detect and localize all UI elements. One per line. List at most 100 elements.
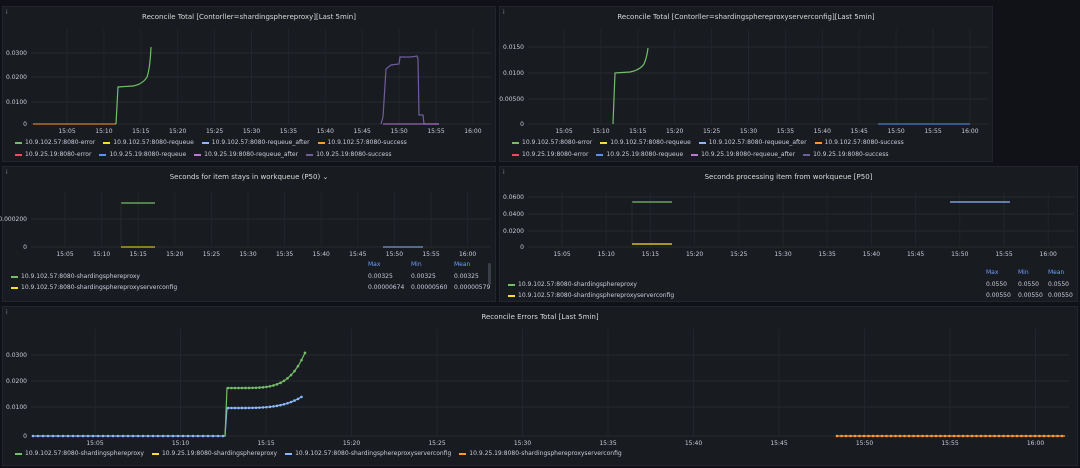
series-10.9.102.57-shardingsphereproxyserverconfig-point	[289, 400, 293, 404]
legend-item[interactable]: 10.9.102.57:8080-requeue	[600, 137, 691, 149]
legend-item[interactable]: 10.9.25.19:8080-error	[15, 149, 91, 161]
series-10.9.102.57-shardingsphereproxy-point	[275, 383, 279, 386]
panel-reconcile-total-serverconfig: i Reconcile Total [Contorller=shardingsp…	[499, 6, 993, 162]
legend-row[interactable]: 10.9.102.57:8080-shardingsphereproxyserv…	[508, 292, 674, 299]
legend-item[interactable]: 10.9.102.57:8080-shardingsphereproxy	[15, 448, 144, 460]
y-tick-label: 0	[23, 121, 27, 128]
series-10.9.102.57-shardingsphereproxyserverconfig-point	[171, 434, 175, 438]
series-10.9.102.57-shardingsphereproxy-point	[289, 373, 293, 377]
x-tick-label: 15:55	[924, 128, 941, 135]
legend-header-max[interactable]: Max	[986, 269, 999, 276]
legend-header-min[interactable]: Min	[1018, 269, 1029, 276]
x-tick-label: 16:00	[1027, 440, 1044, 447]
x-tick-label: 16:00	[1040, 251, 1057, 258]
legend-item[interactable]: 10.9.25.19:8080-requeue	[596, 149, 683, 161]
legend-header-max[interactable]: Max	[368, 261, 381, 268]
legend-item[interactable]: 10.9.102.57:8080-shardingsphereproxyserv…	[285, 448, 451, 460]
panel-title[interactable]: Reconcile Total [Contorller=shardingsphe…	[617, 13, 875, 21]
series-10.9.102.57-shardingsphereproxy-point	[254, 386, 258, 390]
legend-item[interactable]: 10.9.102.57:8080-error	[15, 137, 95, 149]
legend-row[interactable]: 10.9.102.57:8080-shardingsphereproxyserv…	[11, 284, 177, 291]
series-10.9.25.19-shardingsphereproxyserverconfig-point	[961, 434, 965, 438]
legend-item[interactable]: 10.9.102.57:8080-requeue	[103, 137, 194, 149]
legend-header-mean[interactable]: Mean	[1048, 269, 1065, 276]
series-10.9.102.57-error	[115, 46, 152, 125]
legend-item[interactable]: 10.9.25.19:8080-requeue_after	[194, 149, 298, 161]
legend-label: 10.9.25.19:8080-requeue_after	[204, 151, 299, 158]
panel-title[interactable]: Seconds processing item from workqueue […	[704, 173, 873, 181]
panel-title[interactable]: Reconcile Errors Total [Last 5min]	[481, 313, 599, 321]
x-tick-label: 15:15	[642, 251, 659, 258]
legend-item[interactable]: 10.9.25.19:8080-success	[803, 149, 888, 161]
series-10.9.102.57-shardingsphereproxyserverconfig-point	[186, 434, 190, 438]
legend-swatch	[99, 153, 107, 156]
series-10.9.102.57-shardingsphereproxy-point	[268, 385, 272, 388]
chevron-down-icon[interactable]: ⌄	[322, 173, 329, 181]
chart-reconcile-total-serverconfig: 0.0150 0.0100 0.00500 0 15:05 15:10 15:15 15:20…	[499, 29, 988, 135]
series-10.9.25.19-shardingsphereproxyserverconfig-point	[871, 434, 875, 438]
series-10.9.25.19-shardingsphereproxyserverconfig-point	[1047, 434, 1050, 438]
legend-label: 10.9.102.57:8080-requeue_after	[211, 139, 310, 146]
legend-header-min[interactable]: Min	[411, 261, 422, 268]
series-10.9.25.19-shardingsphereproxyserverconfig-point	[1056, 434, 1059, 438]
series-10.9.102.57-shardingsphereproxyserverconfig-point	[201, 434, 205, 438]
y-tick-label: 0.000200	[0, 216, 27, 223]
panel-title[interactable]: Seconds for item stays in workqueue (P50…	[3, 173, 495, 181]
panel-title[interactable]: Reconcile Total [Contorller=shardingsphe…	[142, 13, 356, 21]
x-tick-label: 15:10	[93, 251, 110, 258]
info-icon[interactable]: i	[503, 9, 505, 16]
info-icon[interactable]: i	[503, 169, 505, 176]
legend-row[interactable]: 10.9.102.57:8080-shardingsphereproxy	[508, 281, 637, 288]
series-10.9.25.19-shardingsphereproxyserverconfig-point	[975, 434, 978, 438]
legend-scrollbar[interactable]	[488, 263, 491, 285]
x-tick-label: 15:20	[169, 128, 186, 135]
legend-item[interactable]: 10.9.102.57:8080-requeue_after	[698, 137, 807, 149]
legend-label: 10.9.25.19:8080-requeue_after	[701, 151, 796, 158]
legend-item[interactable]: 10.9.25.19:8080-requeue_after	[691, 149, 795, 161]
series-10.9.25.19-shardingsphereproxyserverconfig-point	[876, 434, 879, 438]
legend-swatch	[15, 452, 22, 455]
legend-header-mean[interactable]: Mean	[454, 261, 471, 268]
series-10.9.102.57-shardingsphereproxyserverconfig-point	[136, 434, 140, 438]
legend-item[interactable]: 10.9.102.57:8080-success	[317, 137, 407, 149]
series-10.9.102.57-shardingsphereproxyserverconfig-point	[237, 406, 240, 410]
legend-item[interactable]: 10.9.102.57:8080-error	[512, 137, 592, 149]
legend-item[interactable]: 10.9.25.19:8080-shardingsphereproxyserve…	[459, 448, 622, 460]
info-icon[interactable]: i	[6, 309, 8, 316]
x-tick-label: 15:25	[206, 128, 223, 135]
legend-label: 10.9.25.19:8080-requeue	[606, 151, 684, 158]
x-tick-label: 15:15	[257, 440, 274, 447]
legend-swatch	[512, 153, 519, 156]
legend-item[interactable]: 10.9.25.19:8080-success	[306, 149, 391, 161]
x-tick-label: 15:35	[276, 251, 293, 258]
y-tick-label: 0.00500	[499, 96, 524, 103]
series-10.9.102.57-shardingsphereproxyserverconfig-point	[116, 434, 120, 438]
series-10.9.102.57-shardingsphereproxyserverconfig-point	[251, 406, 254, 410]
info-icon[interactable]: i	[6, 169, 8, 176]
legend-item[interactable]: 10.9.102.57:8080-requeue_after	[201, 137, 310, 149]
x-tick-label: 15:45	[851, 128, 868, 135]
chart-seconds-in-workqueue: 0.000200 0 15:05 15:10 15:15 15:20 15:25 15:30 1…	[0, 191, 491, 258]
legend-row[interactable]: 10.9.102.57:8080-shardingsphereproxy	[11, 273, 140, 280]
series-10.9.102.57-shardingsphereproxyserverconfig-point	[233, 406, 237, 410]
legend-value-max: 0.00550	[986, 292, 1011, 299]
legend-item[interactable]: 10.9.25.19:8080-requeue	[99, 149, 186, 161]
x-tick-label: 15:15	[130, 251, 147, 258]
legend: 10.9.102.57:8080-error 10.9.102.57:8080-r…	[15, 137, 485, 161]
series-10.9.102.57-error	[612, 47, 649, 125]
legend-item[interactable]: 10.9.102.57:8080-success	[814, 137, 904, 149]
info-icon[interactable]: i	[6, 9, 8, 16]
series-10.9.25.19-shardingsphereproxyserverconfig-point	[858, 434, 861, 438]
series-10.9.25.19-shardingsphereproxyserverconfig-point	[979, 434, 983, 438]
legend-value-min: 0.00325	[411, 273, 436, 280]
series-10.9.25.19-shardingsphereproxyserverconfig-point	[1060, 434, 1064, 438]
series-10.9.25.19-shardingsphereproxyserverconfig-point	[867, 434, 870, 438]
y-tick-label: 0.0150	[503, 44, 524, 51]
series-10.9.102.57-shardingsphereproxy	[224, 352, 306, 437]
series-10.9.102.57-shardingsphereproxyserverconfig-point	[126, 434, 130, 438]
y-tick-label: 0	[23, 244, 27, 251]
legend-swatch	[317, 141, 325, 144]
legend-item[interactable]: 10.9.25.19:8080-error	[512, 149, 588, 161]
legend-item[interactable]: 10.9.25.19:8080-shardingsphereproxy	[151, 448, 277, 460]
x-tick-label: 15:40	[317, 128, 334, 135]
